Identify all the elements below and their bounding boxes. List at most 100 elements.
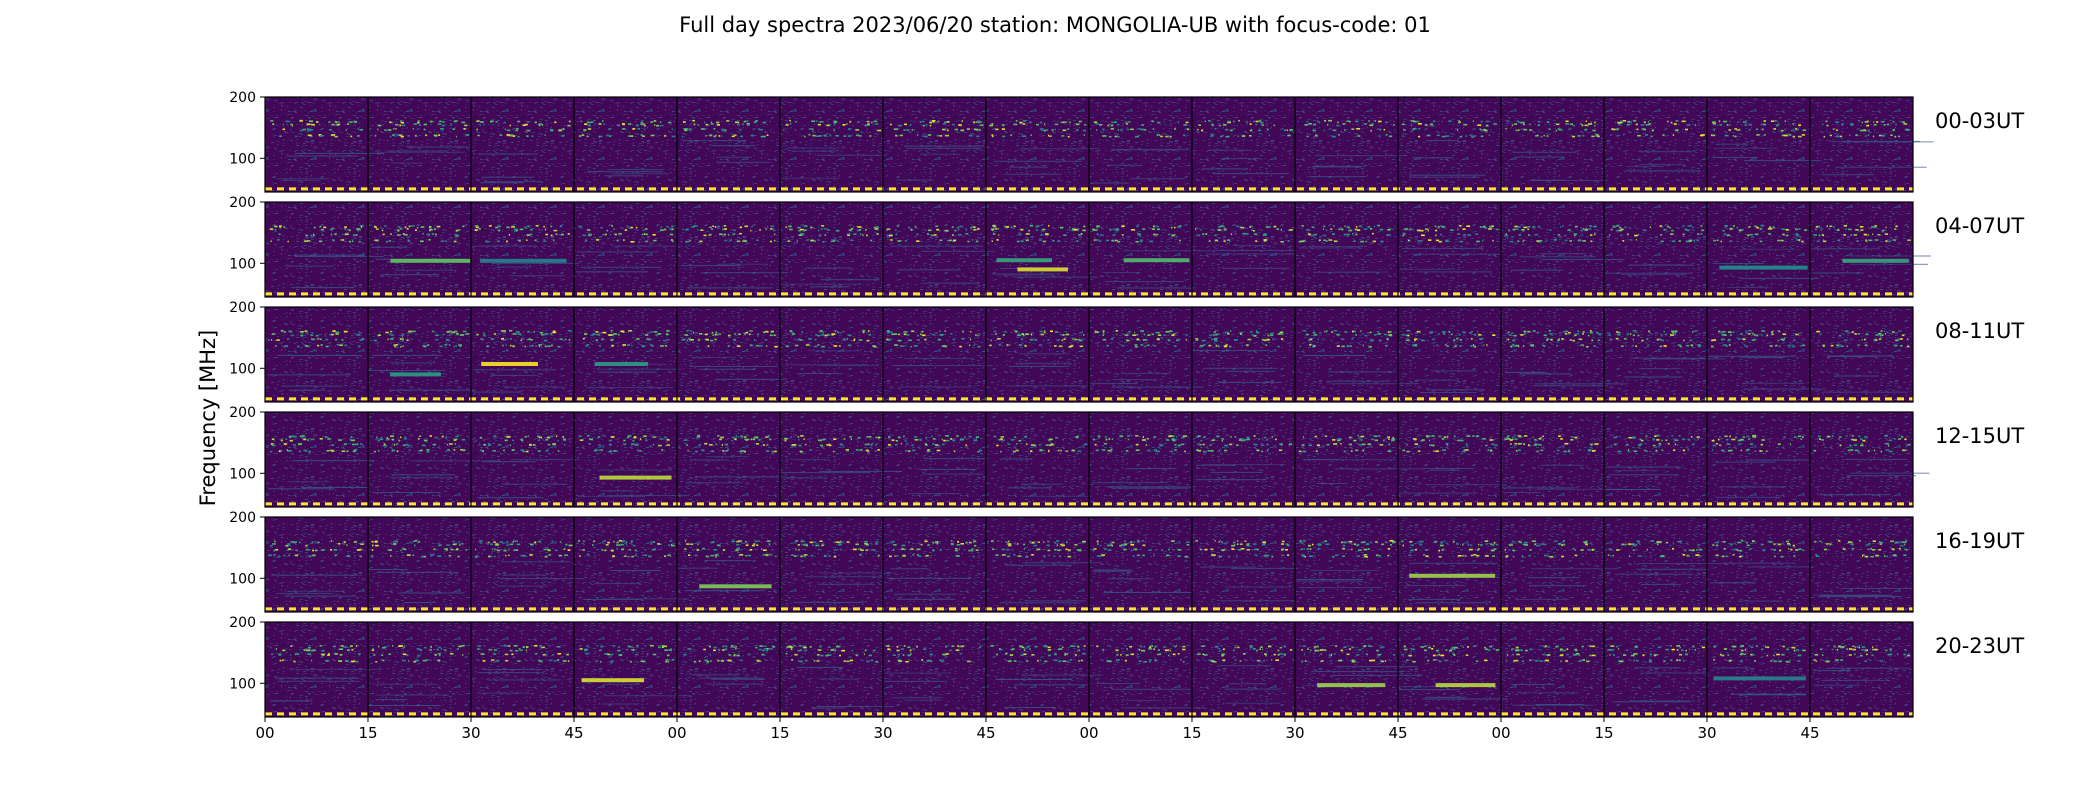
rfi-dot (377, 439, 380, 442)
rfi-dot (348, 240, 351, 243)
rfi-dot (644, 233, 649, 236)
rfi-dot (271, 438, 275, 440)
noise-streak (1718, 147, 1777, 149)
emission-band (1123, 258, 1190, 263)
rfi-dot (866, 339, 869, 342)
rfi-dot (437, 652, 441, 655)
rfi-dot (1787, 344, 1792, 347)
rfi-dot (1850, 543, 1854, 546)
rfi-dot (1096, 645, 1099, 648)
rfi-dot (1542, 435, 1544, 438)
rfi-dot (1505, 555, 1509, 557)
rfi-dot (869, 135, 872, 137)
rfi-dot (431, 330, 435, 333)
rfi-dot (1471, 330, 1473, 333)
rfi-dot (1688, 239, 1692, 242)
rfi-dot (736, 345, 741, 347)
rfi-dot (1438, 549, 1440, 552)
rfi-dot (731, 135, 735, 138)
rfi-dot (400, 120, 402, 122)
noise-streak (999, 458, 1033, 460)
rfi-dot (694, 450, 698, 453)
rfi-dot (1023, 548, 1026, 550)
noise-streak (1095, 683, 1140, 684)
rfi-dot (510, 543, 514, 546)
rfi-dot (1306, 333, 1309, 336)
noise-streak (1850, 255, 1931, 257)
rfi-dot (596, 239, 600, 241)
rfi-dot (346, 544, 348, 546)
rfi-dot (402, 339, 404, 342)
rfi-dot (1172, 439, 1176, 442)
rfi-dot (819, 540, 823, 542)
rfi-dot (512, 135, 516, 137)
rfi-dot (1719, 124, 1723, 126)
rfi-dot (1663, 345, 1667, 347)
rfi-dot (1387, 229, 1391, 231)
rfi-dot (1439, 233, 1443, 236)
rfi-dot (1484, 129, 1488, 132)
rfi-dot (797, 544, 800, 546)
rfi-dot (538, 436, 542, 439)
rfi-dot (1142, 339, 1146, 341)
rfi-dot (1480, 135, 1484, 138)
rfi-dot (1762, 128, 1764, 131)
rfi-dot (1784, 128, 1786, 131)
noise-streak (1005, 173, 1062, 175)
y-tick-label: 200 (229, 90, 256, 106)
rfi-dot (1495, 228, 1499, 231)
rfi-dot (1402, 233, 1406, 235)
rfi-dot (850, 659, 854, 662)
rfi-dot (1781, 228, 1786, 231)
rfi-dot (418, 124, 421, 126)
rfi-dot (1814, 540, 1817, 543)
rfi-dot (1024, 345, 1027, 347)
rfi-dot (1585, 128, 1587, 131)
noise-streak (1123, 250, 1212, 252)
rfi-dot (1218, 648, 1220, 650)
noise-streak (1005, 564, 1073, 566)
rfi-dot (1145, 444, 1148, 446)
rfi-dot (371, 649, 375, 651)
rfi-dot (1214, 128, 1217, 130)
rfi-dot (935, 541, 939, 543)
rfi-dot (613, 228, 615, 230)
rfi-dot (344, 228, 346, 230)
rfi-dot (1112, 234, 1116, 236)
emission-band (594, 362, 649, 366)
rfi-dot (1486, 344, 1488, 346)
rfi-dot (1341, 541, 1344, 544)
rfi-dot (1445, 135, 1450, 137)
rfi-dot (387, 549, 390, 551)
rfi-dot (529, 233, 533, 236)
rfi-dot (1713, 129, 1715, 131)
rfi-dot (1064, 653, 1069, 655)
rfi-dot (1736, 226, 1739, 229)
rfi-dot (1211, 450, 1214, 452)
rfi-dot (903, 331, 908, 333)
noise-streak (811, 707, 846, 709)
rfi-dot (1161, 549, 1163, 551)
rfi-dot (318, 134, 322, 136)
rfi-dot (1225, 128, 1229, 131)
rfi-dot (887, 228, 891, 230)
rfi-dot (1114, 239, 1118, 242)
rfi-dot (375, 438, 377, 441)
rfi-dot (833, 121, 837, 124)
rfi-dot (1387, 338, 1389, 341)
rfi-dot (451, 333, 453, 335)
rfi-dot (623, 439, 626, 442)
y-tick-label: 100 (229, 256, 256, 272)
rfi-dot (1352, 232, 1354, 235)
rfi-dot (1321, 660, 1324, 662)
rfi-dot (1612, 226, 1616, 228)
rfi-dot (1330, 660, 1332, 662)
rfi-dot (1442, 331, 1446, 333)
rfi-dot (1660, 541, 1662, 543)
noise-streak (1311, 166, 1362, 168)
noise-streak (281, 180, 321, 182)
rfi-dot (328, 653, 330, 655)
noise-streak (698, 368, 756, 370)
rfi-dot (944, 654, 946, 657)
rfi-dot (1043, 331, 1046, 334)
